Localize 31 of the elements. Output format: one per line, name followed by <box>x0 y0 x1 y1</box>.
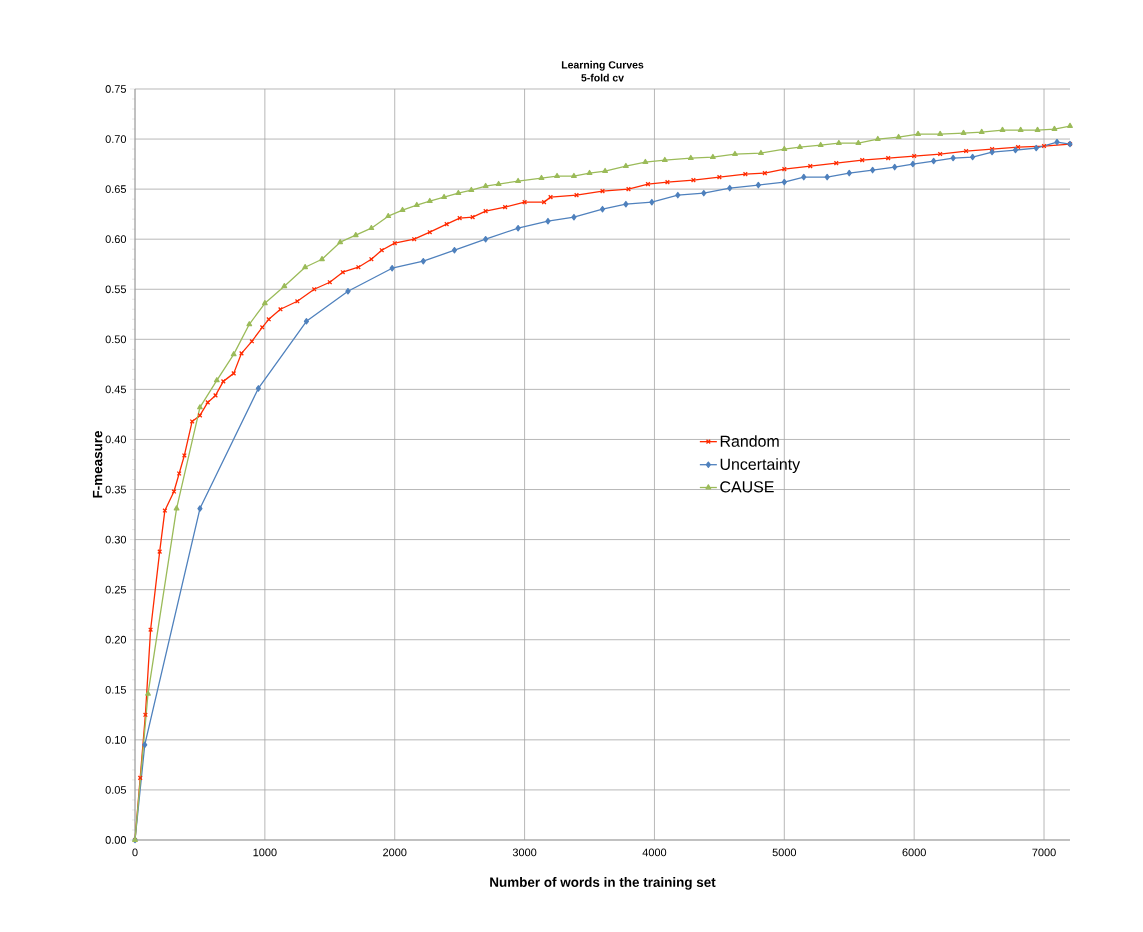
y-tick-label: 0.50 <box>105 335 127 344</box>
x-tick-label: 4000 <box>642 848 667 857</box>
y-tick-label: 0.10 <box>105 735 127 744</box>
x-tick-label: 6000 <box>902 848 926 857</box>
y-tick-label: 0.35 <box>105 485 127 494</box>
y-tick-label: 0.05 <box>105 786 127 794</box>
y-tick-label: 0.55 <box>105 285 127 294</box>
y-tick-label: 0.25 <box>105 585 127 594</box>
x-tick-label: 0 <box>132 848 138 857</box>
legend-label: Uncertainty <box>720 458 801 474</box>
y-tick-label: 0.15 <box>105 685 127 694</box>
y-axis-title: F-measure <box>92 430 103 498</box>
legend-label: Random <box>720 435 779 447</box>
x-tick-label: 2000 <box>383 848 407 857</box>
y-tick-label: 0.65 <box>105 185 127 193</box>
y-tick-label: 0.70 <box>105 135 127 143</box>
y-tick-label: 0.60 <box>105 235 127 244</box>
x-axis-title: Number of words in the training set <box>490 877 716 890</box>
x-tick-label: 1000 <box>253 848 277 857</box>
chart-title: Learning Curves <box>561 60 644 71</box>
y-tick-label: 0.45 <box>105 385 127 394</box>
y-tick-label: 0.30 <box>105 535 127 544</box>
y-tick-label: 0.00 <box>105 836 127 844</box>
y-tick-label: 0.20 <box>105 635 127 644</box>
x-tick-label: 5000 <box>772 848 797 857</box>
legend-label: CAUSE <box>720 481 774 493</box>
x-tick-label: 3000 <box>512 848 537 857</box>
y-tick-label: 0.75 <box>105 85 127 93</box>
x-tick-label: 7000 <box>1032 848 1056 857</box>
y-tick-label: 0.40 <box>105 435 127 444</box>
chart-subtitle: 5-fold cv <box>581 73 624 82</box>
